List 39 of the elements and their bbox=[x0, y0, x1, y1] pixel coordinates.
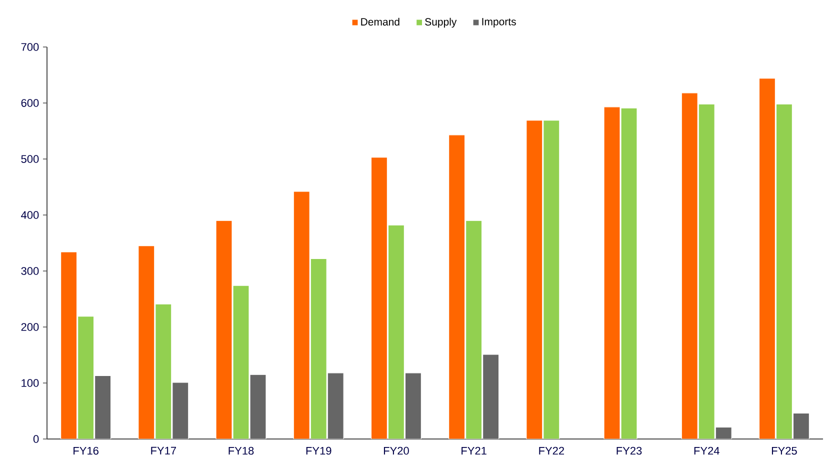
x-tick-label: FY25 bbox=[772, 446, 797, 455]
bar bbox=[404, 372, 422, 439]
x-tick-label: FY23 bbox=[616, 446, 642, 455]
bar bbox=[604, 106, 620, 439]
x-tick-label: FY22 bbox=[539, 446, 564, 455]
x-tick-label: FY24 bbox=[694, 446, 720, 455]
bar bbox=[792, 412, 810, 439]
x-tick-label: FY18 bbox=[228, 446, 254, 455]
bar bbox=[526, 120, 543, 439]
bar bbox=[448, 134, 466, 439]
x-tick-label: FY21 bbox=[462, 446, 486, 455]
y-tick-label: 100 bbox=[22, 379, 39, 387]
bar bbox=[681, 92, 698, 439]
bar bbox=[138, 246, 155, 439]
bar bbox=[482, 354, 500, 439]
y-tick-label: 300 bbox=[21, 267, 39, 275]
legend-label: Supply bbox=[425, 18, 457, 28]
bar bbox=[758, 78, 776, 439]
y-tick-label: 200 bbox=[21, 323, 39, 331]
bar bbox=[716, 427, 732, 439]
bar bbox=[216, 220, 232, 439]
bar bbox=[94, 375, 112, 439]
x-tick-label: FY19 bbox=[306, 446, 332, 455]
legend-label: Demand bbox=[361, 18, 400, 26]
y-tick-label: 500 bbox=[21, 155, 39, 163]
x-tick-label: FY20 bbox=[384, 446, 409, 455]
bar bbox=[327, 372, 344, 439]
x-tick-label: FY17 bbox=[151, 446, 176, 454]
bar bbox=[60, 252, 78, 439]
bar bbox=[370, 157, 388, 439]
bar bbox=[172, 382, 189, 439]
bar bbox=[250, 374, 266, 439]
y-tick-label: 600 bbox=[21, 99, 39, 107]
y-tick-label: 700 bbox=[21, 43, 39, 51]
y-tick-label: 400 bbox=[21, 211, 39, 219]
y-tick-label: 0 bbox=[33, 435, 39, 443]
x-tick-label: FY16 bbox=[74, 446, 98, 455]
bar bbox=[293, 191, 310, 439]
legend-label: Imports bbox=[482, 18, 516, 28]
